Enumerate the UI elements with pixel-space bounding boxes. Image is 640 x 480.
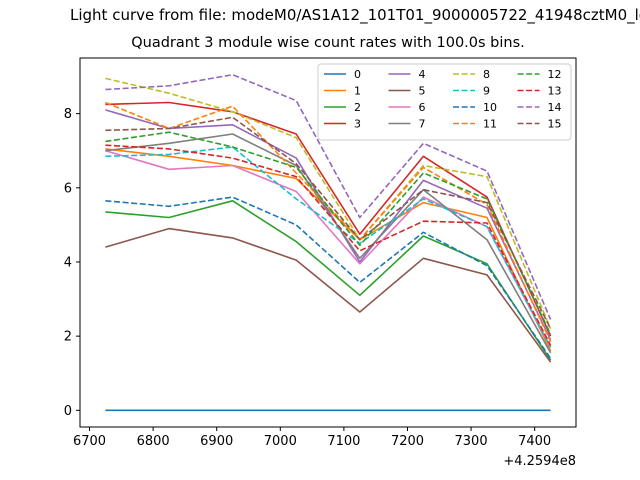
- y-tick-label: 6: [64, 181, 72, 196]
- x-tick-label: 7300: [455, 434, 488, 449]
- x-tick-label: 7400: [518, 434, 551, 449]
- legend-label-10: 10: [483, 101, 497, 114]
- x-axis-offset-label: +4.2594e8: [503, 454, 576, 469]
- x-tick-label: 6700: [73, 434, 106, 449]
- legend-label-7: 7: [419, 118, 426, 131]
- legend-label-13: 13: [548, 85, 562, 98]
- figure-suptitle: Light curve from file: modeM0/AS1A12_101…: [70, 6, 640, 24]
- legend-label-8: 8: [483, 68, 490, 81]
- legend-label-12: 12: [548, 68, 562, 81]
- series-line-11: [105, 101, 552, 343]
- series-line-12: [105, 131, 552, 335]
- series-line-8: [105, 77, 552, 330]
- legend-label-5: 5: [419, 85, 426, 98]
- y-tick-label: 8: [64, 107, 72, 122]
- x-tick-label: 7200: [391, 434, 424, 449]
- series-line-7: [105, 133, 552, 354]
- legend-label-4: 4: [419, 68, 426, 81]
- series-line-6: [105, 149, 552, 348]
- legend-label-3: 3: [354, 118, 361, 131]
- series-line-9: [105, 146, 552, 348]
- y-tick-label: 4: [64, 255, 72, 270]
- series-line-4: [105, 109, 552, 341]
- series-line-13: [105, 144, 552, 346]
- series-line-3: [105, 101, 552, 337]
- series-line-1: [105, 148, 552, 352]
- legend-label-2: 2: [354, 101, 361, 114]
- plot-area-frame: [79, 57, 577, 428]
- legend-label-0: 0: [354, 68, 361, 81]
- x-tick-label: 6800: [137, 434, 170, 449]
- series-line-2: [105, 200, 552, 361]
- legend-label-14: 14: [548, 101, 562, 114]
- y-tick-label: 0: [64, 404, 72, 419]
- legend-label-15: 15: [548, 118, 562, 131]
- legend-label-9: 9: [483, 85, 490, 98]
- series-line-5: [105, 227, 552, 363]
- legend-label-11: 11: [483, 118, 497, 131]
- chart-title: Quadrant 3 module wise count rates with …: [131, 35, 525, 51]
- series-line-10: [105, 196, 552, 359]
- x-tick-label: 7100: [327, 434, 360, 449]
- x-tick-label: 7000: [264, 434, 297, 449]
- x-tick-label: 6900: [200, 434, 233, 449]
- legend-label-1: 1: [354, 85, 361, 98]
- series-line-14: [105, 73, 552, 320]
- legend-label-6: 6: [419, 101, 426, 114]
- y-tick-label: 2: [64, 330, 72, 345]
- legend-box: [317, 63, 572, 141]
- series-line-15: [105, 116, 552, 330]
